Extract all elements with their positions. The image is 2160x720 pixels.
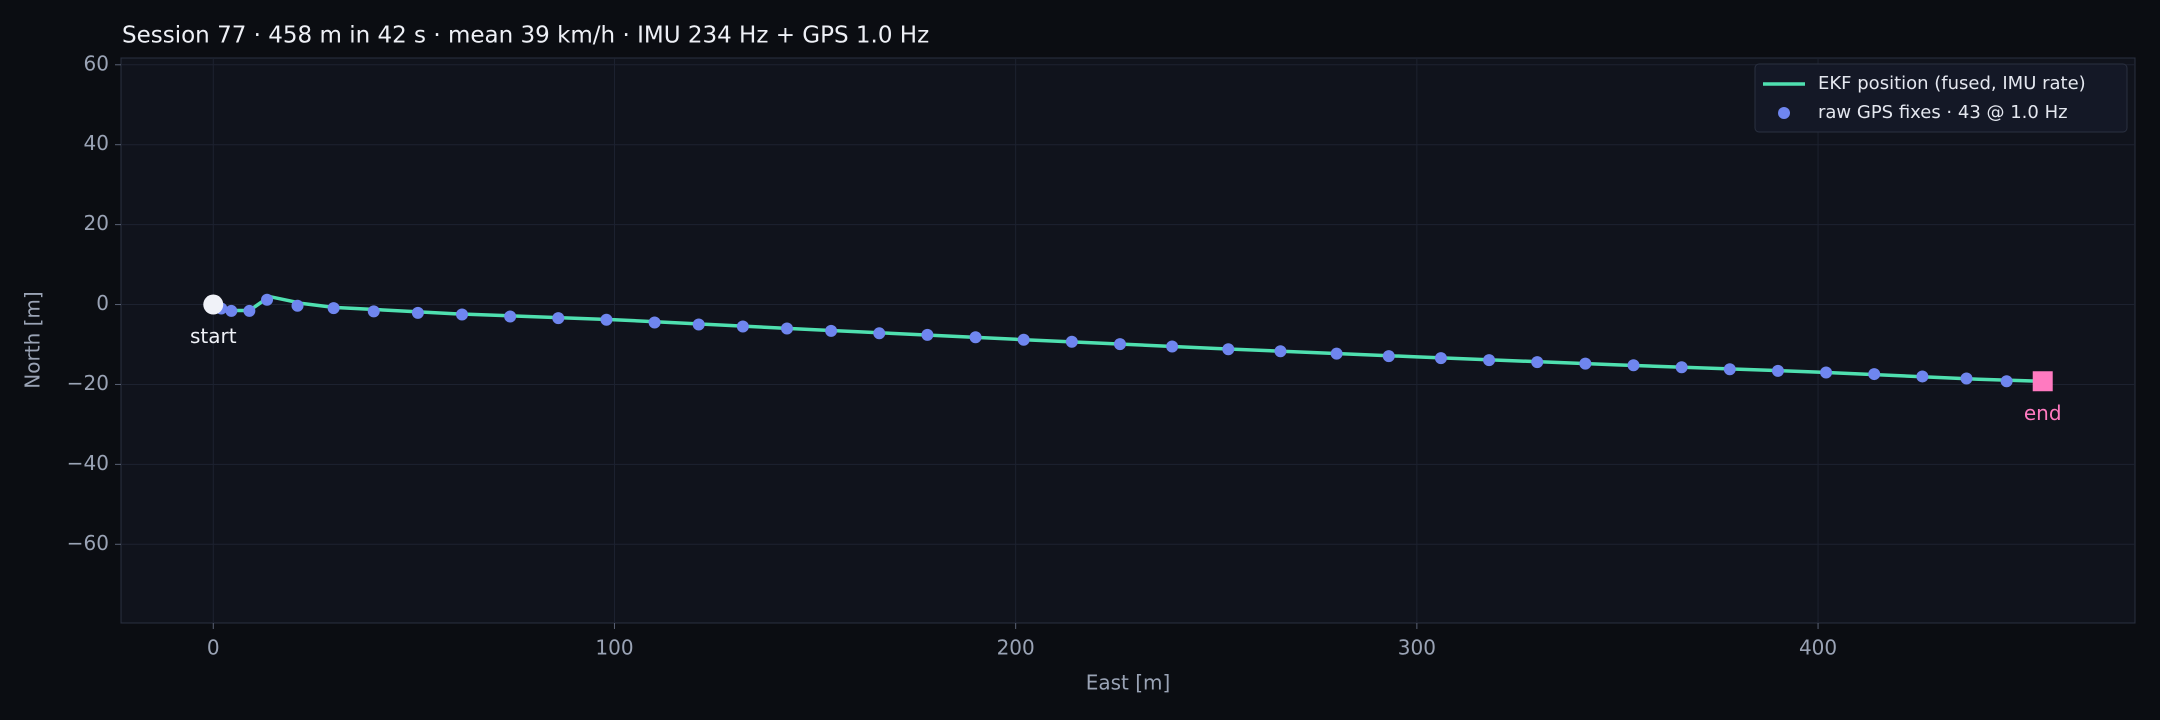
chart-title: Session 77 · 458 m in 42 s · mean 39 km/… [122, 23, 929, 49]
gps-fix [1531, 356, 1544, 369]
gps-fix [600, 313, 613, 326]
gps-fix [736, 320, 749, 333]
gps-fix [1330, 347, 1343, 360]
gps-fix [1222, 343, 1235, 356]
gps-fix [504, 310, 517, 323]
x-tick-label: 200 [997, 636, 1035, 660]
y-tick-label: 20 [84, 211, 109, 235]
y-tick-label: −60 [67, 531, 109, 555]
y-tick-label: −20 [67, 371, 109, 395]
gps-fix [327, 302, 340, 315]
legend-label: EKF position (fused, IMU rate) [1818, 73, 2086, 94]
gps-fix [456, 308, 469, 321]
y-tick-label: 40 [84, 131, 109, 155]
gps-fix [921, 328, 934, 341]
y-tick-label: 60 [84, 51, 109, 75]
y-tick-label: −40 [67, 451, 109, 475]
gps-fix [969, 331, 982, 344]
gps-fix [780, 322, 793, 335]
gps-fix [1434, 352, 1447, 365]
x-axis-label: East [m] [1086, 671, 1171, 695]
y-axis-label: North [m] [21, 291, 45, 388]
gps-fix [1017, 333, 1030, 346]
gps-fix [261, 293, 274, 306]
trajectory-line [212, 294, 2043, 384]
plot-area [120, 57, 2136, 624]
gps-fix [1579, 357, 1592, 370]
gps-fix [243, 304, 256, 317]
gps-fix [1483, 354, 1496, 367]
gps-fix [1382, 350, 1395, 363]
gps-fix [648, 316, 661, 329]
legend-box [1754, 63, 2128, 133]
annotation-label: start [190, 324, 237, 348]
gps-fix [1274, 345, 1287, 358]
gps-fix [1113, 338, 1126, 351]
gps-fix [291, 299, 304, 312]
gps-fix [1916, 370, 1929, 383]
gps-fix [1675, 361, 1688, 374]
gps-fix [2000, 375, 2013, 388]
y-tick-label: 0 [96, 291, 109, 315]
gps-fix [1771, 364, 1784, 377]
start-marker [203, 294, 224, 315]
gps-fix [1723, 363, 1736, 376]
x-tick-label: 0 [207, 636, 220, 660]
gps-fix [1627, 359, 1640, 372]
gps-fix [367, 305, 380, 318]
gps-fix [411, 306, 424, 319]
gps-fix [1868, 368, 1881, 381]
gps-fix [552, 312, 565, 325]
gps-fix [1065, 335, 1078, 348]
gps-fix [225, 304, 238, 317]
x-tick-label: 300 [1398, 636, 1436, 660]
gps-fix [1166, 340, 1179, 353]
gps-fix [1820, 366, 1833, 379]
gps-fix [692, 318, 705, 331]
annotation-label: end [2024, 401, 2062, 425]
x-tick-label: 400 [1799, 636, 1837, 660]
gps-fix [825, 324, 838, 337]
end-marker [2032, 371, 2053, 392]
legend-label: raw GPS fixes · 43 @ 1.0 Hz [1818, 102, 2068, 123]
gps-fix [1960, 372, 1973, 385]
gps-fix [873, 327, 886, 340]
x-tick-label: 100 [595, 636, 633, 660]
legend-swatch [1778, 107, 1790, 119]
